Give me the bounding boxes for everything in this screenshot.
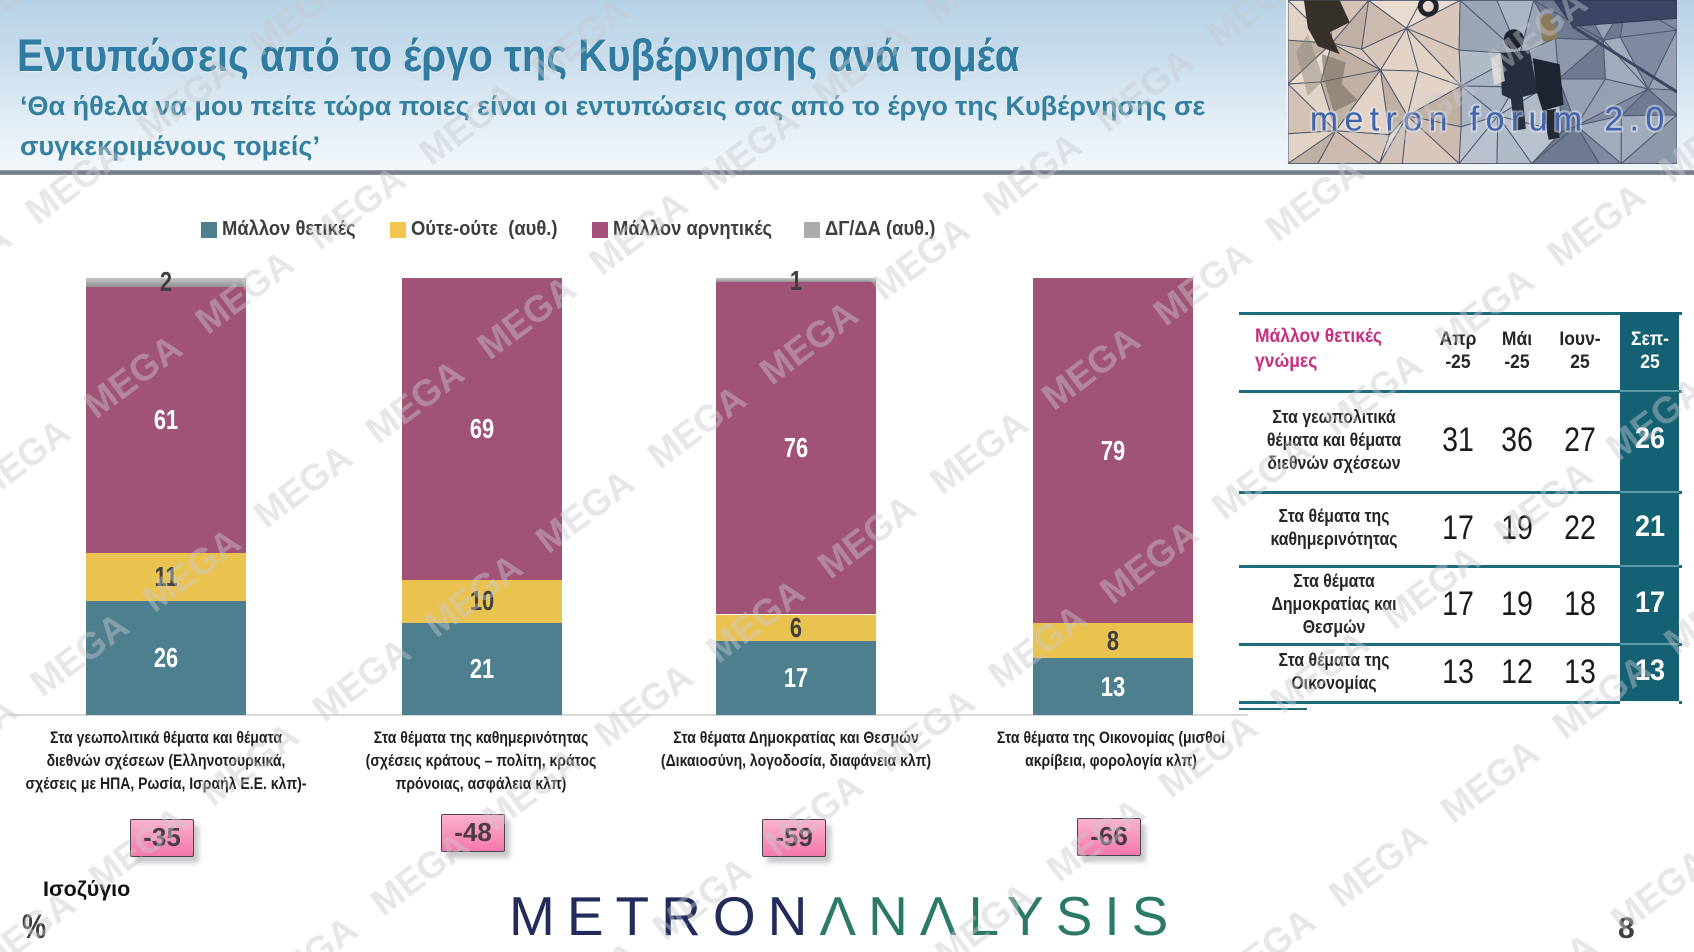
svg-text:metron forum 2.0: metron forum 2.0 xyxy=(1310,101,1671,139)
